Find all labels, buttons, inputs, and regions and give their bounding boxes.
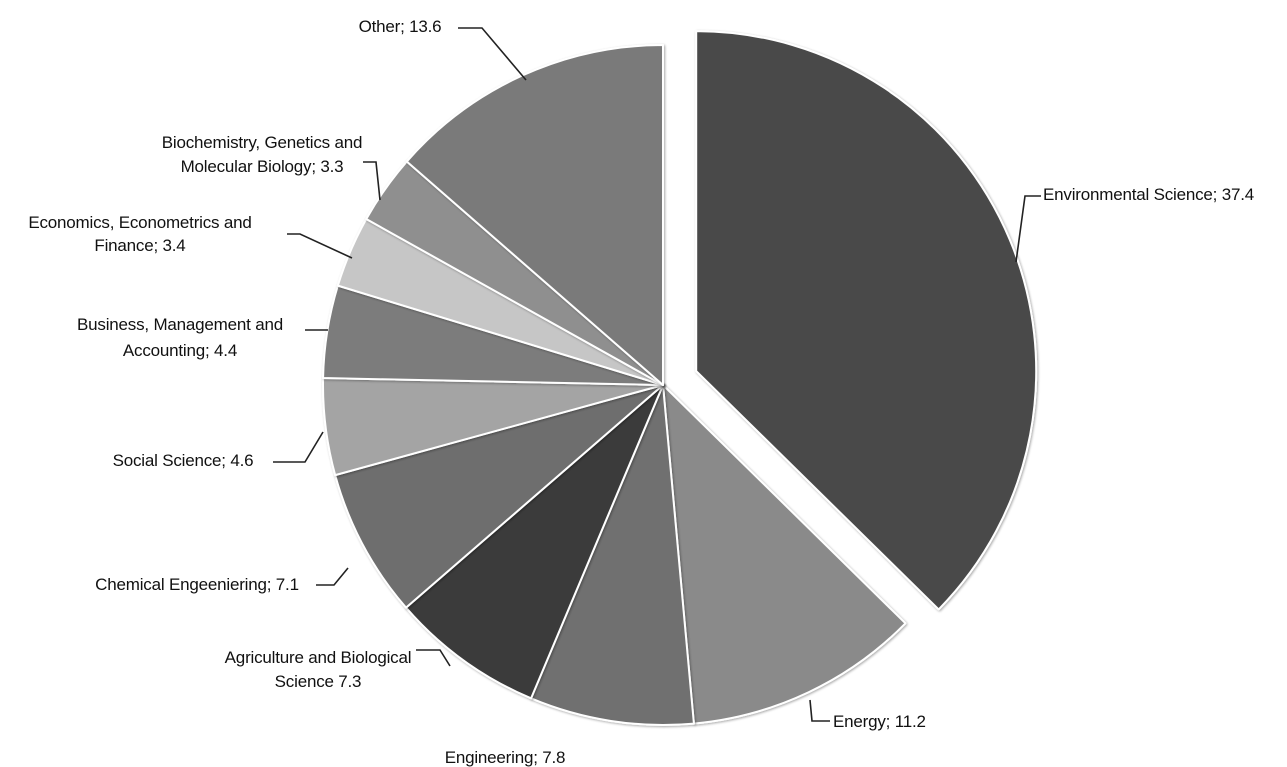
- leader-line: [273, 431, 324, 463]
- leader-lines: [273, 27, 1041, 722]
- leader-line: [316, 567, 349, 586]
- pie-slice-agriculture-and-biological-science: [405, 384, 664, 700]
- pie-slices: [322, 30, 1038, 726]
- leader-line: [1015, 195, 1041, 263]
- data-label: Chemical Engeeniering; 7.1: [95, 575, 299, 594]
- data-label: Social Science; 4.6: [113, 451, 254, 470]
- leader-line: [287, 233, 353, 259]
- pie-slice-engineering: [530, 384, 695, 726]
- data-label: Other; 13.6: [359, 17, 442, 36]
- data-label: Finance; 3.4: [94, 236, 185, 255]
- data-label: Engineering; 7.8: [445, 748, 566, 767]
- data-label: Agriculture and Biological: [225, 648, 412, 667]
- data-label: Environmental Science; 37.4: [1043, 185, 1254, 204]
- leader-line: [809, 699, 830, 722]
- data-label: Energy; 11.2: [833, 712, 926, 731]
- data-label: Accounting; 4.4: [123, 341, 237, 360]
- pie-slice-energy: [662, 384, 907, 725]
- pie-slice-chemical-engeeniering: [334, 384, 664, 609]
- data-label: Science 7.3: [275, 672, 362, 691]
- leader-line: [363, 161, 381, 201]
- data-label: Biochemistry, Genetics and: [162, 133, 362, 152]
- data-label: Economics, Econometrics and: [28, 213, 251, 232]
- data-label: Business, Management and: [77, 315, 283, 334]
- pie-slice-environmental-science: [695, 30, 1038, 611]
- data-labels: Environmental Science; 37.4 Energy; 11.2 E…: [28, 17, 1254, 767]
- data-label: Molecular Biology; 3.3: [181, 157, 344, 176]
- leader-line: [458, 27, 527, 81]
- leader-line: [416, 649, 451, 667]
